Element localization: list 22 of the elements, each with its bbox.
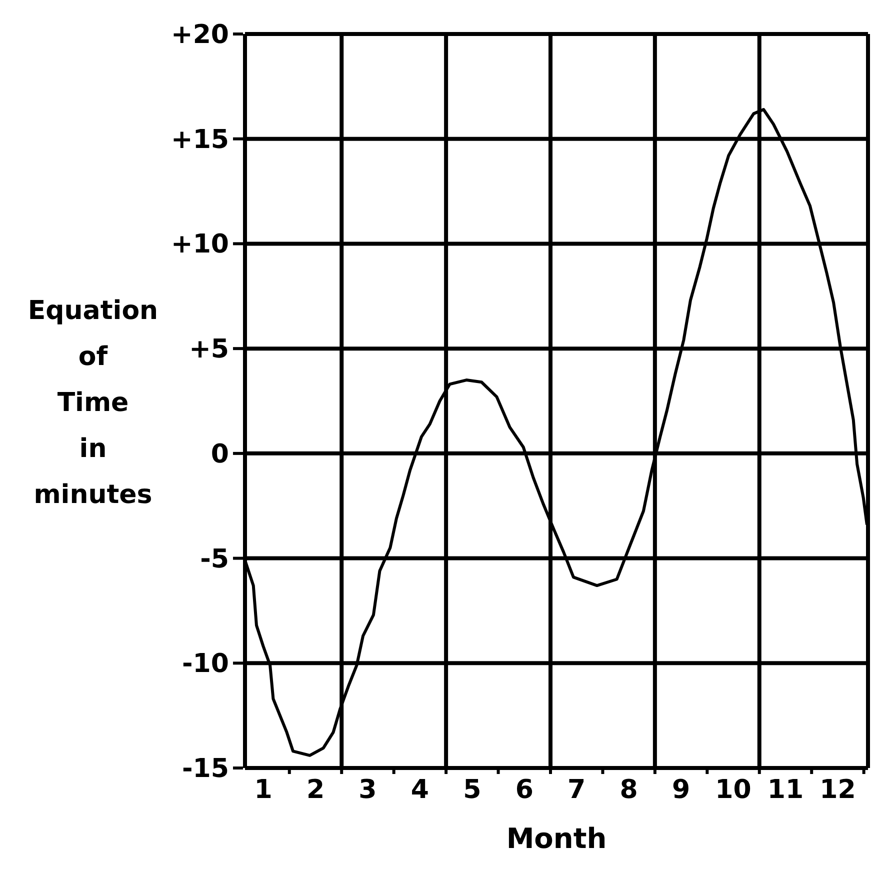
x-tick-label: 4 xyxy=(410,775,429,805)
y-tick-label: +20 xyxy=(171,20,229,50)
x-tick-label: 12 xyxy=(820,775,856,805)
y-tick-label: +15 xyxy=(171,124,229,155)
x-tick-label: 10 xyxy=(715,775,752,805)
y-tick-label: +5 xyxy=(189,334,229,365)
x-tick-label: 7 xyxy=(568,775,586,805)
x-tick-label: 5 xyxy=(463,775,482,805)
x-tick-label: 6 xyxy=(515,775,534,805)
x-tick-label: 9 xyxy=(672,775,690,805)
x-axis-title: Month xyxy=(506,822,607,855)
y-tick-label: -5 xyxy=(200,544,229,574)
x-tick-label: 3 xyxy=(358,775,377,805)
y-tick-label: -15 xyxy=(182,754,229,784)
y-tick-label: 0 xyxy=(210,439,229,470)
y-axis-title: Equation of Time in minutes xyxy=(26,295,160,512)
x-tick-label: 8 xyxy=(620,775,638,805)
y-tick-label: -10 xyxy=(182,649,229,680)
x-tick-label: 1 xyxy=(254,775,272,805)
x-tick-label: 11 xyxy=(767,775,804,805)
y-tick-label: +10 xyxy=(171,230,229,260)
x-tick-label: 2 xyxy=(306,775,325,805)
